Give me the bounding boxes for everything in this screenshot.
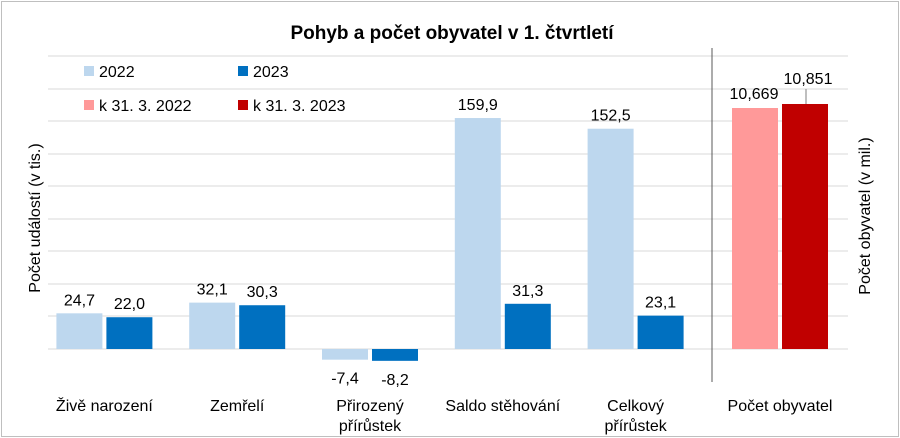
legend-label: k 31. 3. 2022 bbox=[99, 98, 192, 115]
legend: 2022 2023 k 31. 3. 2022 k 31. 3. 2023 bbox=[84, 64, 346, 115]
legend-swatch bbox=[84, 100, 94, 110]
category-label: Živě narození bbox=[56, 396, 153, 415]
bar bbox=[587, 128, 634, 349]
data-label: -8,2 bbox=[381, 372, 409, 389]
bar bbox=[782, 103, 828, 349]
category-label: Celkový bbox=[607, 398, 664, 415]
data-label: 31,3 bbox=[512, 283, 543, 300]
bar bbox=[56, 313, 103, 349]
legend-swatch bbox=[84, 66, 94, 76]
legend-label: 2022 bbox=[99, 64, 135, 81]
left-axis-label: Počet událostí (v tis.) bbox=[27, 143, 44, 292]
bar bbox=[106, 317, 153, 349]
data-label: 32,1 bbox=[197, 282, 228, 299]
category-label: přírůstek bbox=[604, 417, 667, 435]
chart-title: Pohyb a počet obyvatel v 1. čtvrtletí bbox=[290, 23, 614, 44]
data-label: 24,7 bbox=[64, 292, 95, 309]
bar bbox=[189, 302, 236, 349]
bars-group bbox=[56, 89, 828, 361]
bar bbox=[637, 315, 684, 349]
bar bbox=[372, 349, 418, 361]
category-label: Přirozený bbox=[336, 398, 404, 415]
data-label: 30,3 bbox=[247, 284, 278, 301]
legend-label: k 31. 3. 2023 bbox=[253, 98, 346, 115]
category-label: Počet obyvatel bbox=[728, 398, 833, 415]
category-label: Zemřelí bbox=[210, 398, 265, 415]
legend-label: 2023 bbox=[253, 64, 289, 81]
data-label: 159,9 bbox=[458, 97, 498, 114]
bar bbox=[322, 349, 368, 360]
data-label: 22,0 bbox=[114, 296, 145, 313]
bar bbox=[239, 305, 286, 349]
legend-swatch bbox=[238, 66, 248, 76]
bar bbox=[732, 108, 778, 349]
category-label: Saldo stěhování bbox=[445, 398, 560, 415]
gridlines bbox=[48, 48, 848, 382]
bar bbox=[504, 303, 551, 349]
data-labels-group: 24,7 22,0 32,1 30,3 -7,4 -8,2 159,9 31,3 152,5 23… bbox=[64, 71, 833, 389]
data-label: 10,851 bbox=[784, 71, 833, 88]
bar bbox=[454, 118, 501, 350]
legend-swatch bbox=[238, 100, 248, 110]
right-axis-label: Počet obyvatel (v mil.) bbox=[857, 137, 874, 294]
data-label: 152,5 bbox=[591, 108, 631, 125]
data-label: 23,1 bbox=[645, 295, 676, 312]
category-labels-group: Živě narození Zemřelí Přirozený přírůstek Sa… bbox=[56, 396, 833, 435]
data-label: -7,4 bbox=[331, 371, 359, 388]
category-label: přírůstek bbox=[339, 417, 402, 435]
data-label: 10,669 bbox=[730, 86, 779, 103]
